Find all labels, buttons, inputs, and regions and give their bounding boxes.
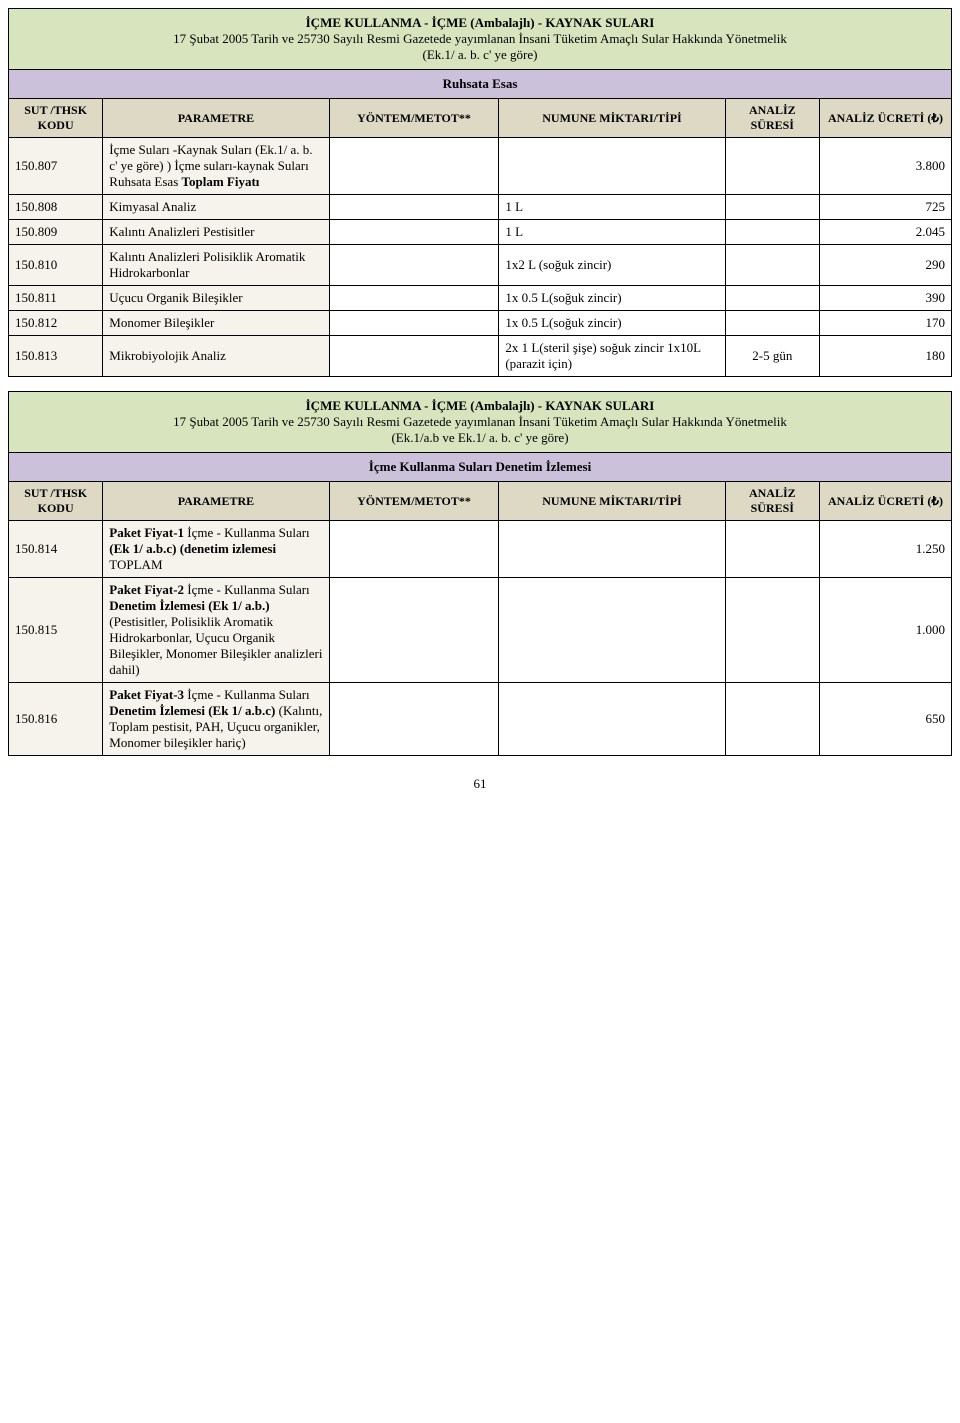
cell-param: Monomer Bileşikler — [103, 311, 329, 336]
col-header-param: PARAMETRE — [103, 482, 329, 521]
table1-subtitle: Ruhsata Esas — [9, 70, 952, 99]
col-header-price: ANALİZ ÜCRETİ (₺) — [819, 482, 951, 521]
cell-duration — [725, 138, 819, 195]
cell-method — [329, 220, 499, 245]
cell-duration — [725, 245, 819, 286]
col-header-method: YÖNTEM/METOT** — [329, 482, 499, 521]
col-header-code: SUT /THSK KODU — [9, 99, 103, 138]
cell-method — [329, 521, 499, 578]
cell-sample — [499, 578, 725, 683]
cell-code: 150.810 — [9, 245, 103, 286]
cell-price: 180 — [819, 336, 951, 377]
cell-code: 150.814 — [9, 521, 103, 578]
table-row: 150.815Paket Fiyat-2 İçme - Kullanma Sul… — [9, 578, 952, 683]
table-row: 150.808Kimyasal Analiz 1 L 725 — [9, 195, 952, 220]
cell-method — [329, 683, 499, 756]
cell-duration — [725, 578, 819, 683]
cell-duration — [725, 311, 819, 336]
cell-sample: 1 L — [499, 195, 725, 220]
table-row: 150.814Paket Fiyat-1 İçme - Kullanma Sul… — [9, 521, 952, 578]
cell-method — [329, 286, 499, 311]
cell-param: Kimyasal Analiz — [103, 195, 329, 220]
table1-title-line2: 17 Şubat 2005 Tarih ve 25730 Sayılı Resm… — [173, 31, 787, 46]
col-header-sample: NUMUNE MİKTARI/TİPİ — [499, 482, 725, 521]
table1-title-bold: İÇME KULLANMA - İÇME (Ambalajlı) - KAYNA… — [306, 15, 655, 30]
cell-price: 1.250 — [819, 521, 951, 578]
cell-sample: 1x 0.5 L(soğuk zincir) — [499, 286, 725, 311]
cell-duration — [725, 683, 819, 756]
cell-duration: 2-5 gün — [725, 336, 819, 377]
cell-method — [329, 336, 499, 377]
table-row: 150.810Kalıntı Analizleri Polisiklik Aro… — [9, 245, 952, 286]
table-ruhsata-esas: İÇME KULLANMA - İÇME (Ambalajlı) - KAYNA… — [8, 8, 952, 377]
table-row: 150.813Mikrobiyolojik Analiz 2x 1 L(steri… — [9, 336, 952, 377]
table1-title: İÇME KULLANMA - İÇME (Ambalajlı) - KAYNA… — [9, 9, 952, 70]
table2-subtitle: İçme Kullanma Suları Denetim İzlemesi — [9, 453, 952, 482]
cell-param: Uçucu Organik Bileşikler — [103, 286, 329, 311]
cell-param: İçme Suları -Kaynak Suları (Ek.1/ a. b. … — [103, 138, 329, 195]
table-row: 150.811Uçucu Organik Bileşikler 1x 0.5 L(… — [9, 286, 952, 311]
cell-duration — [725, 521, 819, 578]
cell-duration — [725, 195, 819, 220]
cell-param: Paket Fiyat-1 İçme - Kullanma Suları (Ek… — [103, 521, 329, 578]
cell-param: Kalıntı Analizleri Polisiklik Aromatik H… — [103, 245, 329, 286]
cell-code: 150.809 — [9, 220, 103, 245]
cell-code: 150.811 — [9, 286, 103, 311]
cell-price: 390 — [819, 286, 951, 311]
col-header-method: YÖNTEM/METOT** — [329, 99, 499, 138]
cell-code: 150.815 — [9, 578, 103, 683]
cell-sample: 1x 0.5 L(soğuk zincir) — [499, 311, 725, 336]
cell-sample — [499, 683, 725, 756]
cell-param: Paket Fiyat-2 İçme - Kullanma Suları Den… — [103, 578, 329, 683]
cell-duration — [725, 220, 819, 245]
cell-method — [329, 138, 499, 195]
cell-price: 2.045 — [819, 220, 951, 245]
cell-price: 3.800 — [819, 138, 951, 195]
cell-duration — [725, 286, 819, 311]
table-row: 150.816Paket Fiyat-3 İçme - Kullanma Sul… — [9, 683, 952, 756]
cell-sample: 1 L — [499, 220, 725, 245]
table-row: 150.809Kalıntı Analizleri Pestisitler 1 L… — [9, 220, 952, 245]
table-row: 150.807İçme Suları -Kaynak Suları (Ek.1/… — [9, 138, 952, 195]
cell-method — [329, 578, 499, 683]
cell-price: 725 — [819, 195, 951, 220]
cell-code: 150.813 — [9, 336, 103, 377]
cell-method — [329, 245, 499, 286]
cell-param: Mikrobiyolojik Analiz — [103, 336, 329, 377]
col-header-param: PARAMETRE — [103, 99, 329, 138]
col-header-price: ANALİZ ÜCRETİ (₺) — [819, 99, 951, 138]
col-header-sample: NUMUNE MİKTARI/TİPİ — [499, 99, 725, 138]
cell-code: 150.807 — [9, 138, 103, 195]
cell-param: Kalıntı Analizleri Pestisitler — [103, 220, 329, 245]
table2-title-line2: 17 Şubat 2005 Tarih ve 25730 Sayılı Resm… — [173, 414, 787, 429]
col-header-code: SUT /THSK KODU — [9, 482, 103, 521]
table-denetim-izlemesi: İÇME KULLANMA - İÇME (Ambalajlı) - KAYNA… — [8, 391, 952, 756]
table-spacer — [8, 377, 952, 391]
table2-title-bold: İÇME KULLANMA - İÇME (Ambalajlı) - KAYNA… — [306, 398, 655, 413]
cell-param: Paket Fiyat-3 İçme - Kullanma Suları Den… — [103, 683, 329, 756]
col-header-duration: ANALİZ SÜRESİ — [725, 99, 819, 138]
table2-title: İÇME KULLANMA - İÇME (Ambalajlı) - KAYNA… — [9, 392, 952, 453]
cell-price: 650 — [819, 683, 951, 756]
cell-price: 170 — [819, 311, 951, 336]
cell-price: 1.000 — [819, 578, 951, 683]
table2-title-line3: (Ek.1/a.b ve Ek.1/ a. b. c' ye göre) — [391, 430, 568, 445]
cell-sample — [499, 521, 725, 578]
table-row: 150.812Monomer Bileşikler 1x 0.5 L(soğuk … — [9, 311, 952, 336]
table1-title-line3: (Ek.1/ a. b. c' ye göre) — [423, 47, 538, 62]
cell-sample — [499, 138, 725, 195]
cell-code: 150.812 — [9, 311, 103, 336]
cell-method — [329, 195, 499, 220]
cell-code: 150.816 — [9, 683, 103, 756]
cell-code: 150.808 — [9, 195, 103, 220]
cell-sample: 2x 1 L(steril şişe) soğuk zincir 1x10L (… — [499, 336, 725, 377]
cell-price: 290 — [819, 245, 951, 286]
cell-method — [329, 311, 499, 336]
cell-sample: 1x2 L (soğuk zincir) — [499, 245, 725, 286]
page-number: 61 — [8, 776, 952, 792]
col-header-duration: ANALİZ SÜRESİ — [725, 482, 819, 521]
